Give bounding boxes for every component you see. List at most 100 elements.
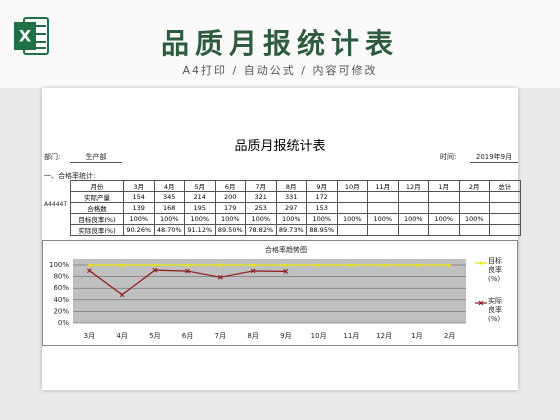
- header-cell: 9月: [306, 180, 338, 192]
- cell: [397, 191, 429, 203]
- cell: 297: [275, 202, 307, 214]
- cell: 153: [306, 202, 338, 214]
- y-tick-label: 60%: [53, 284, 69, 292]
- header-bg: [0, 0, 560, 88]
- header-cell: 2月: [458, 180, 490, 192]
- table-row: 实际产量 154 345 214 200 321 331 172: [70, 191, 521, 203]
- cell: 100%: [214, 213, 246, 225]
- cell: 100%: [123, 213, 155, 225]
- legend-entry: 目标良率(%): [488, 257, 502, 283]
- point: [218, 274, 223, 280]
- cell: [367, 224, 399, 236]
- x-tick-label: 7月: [215, 332, 226, 340]
- y-tick-label: 20%: [53, 307, 69, 315]
- point: [478, 300, 484, 306]
- cell: 78.82%: [245, 224, 277, 236]
- cell: 168: [153, 202, 185, 214]
- legend-entry: 实际良率(%): [488, 297, 502, 323]
- point: [251, 263, 256, 267]
- plot-area: [73, 259, 466, 323]
- y-tick-label: 0%: [58, 319, 69, 327]
- table-row: 目标良率(%) 100% 100% 100% 100% 100% 100% 100% 100% 1…: [70, 213, 521, 225]
- y-tick-label: 100%: [49, 261, 69, 269]
- point: [283, 263, 288, 267]
- cell: 89.73%: [275, 224, 307, 236]
- row-label: 实际良率(%): [70, 224, 124, 236]
- cell: 331: [275, 191, 307, 203]
- cell: 154: [123, 191, 155, 203]
- x-tick-label: 3月: [84, 332, 95, 340]
- cell: [336, 191, 368, 203]
- header-cell: 总计: [489, 180, 521, 192]
- cell: [428, 224, 460, 236]
- point: [382, 263, 387, 267]
- y-tick-label: 40%: [53, 296, 69, 304]
- point: [185, 268, 190, 274]
- x-tick-label: 1月: [411, 332, 422, 340]
- cell: [489, 213, 521, 225]
- header-cell: 12月: [397, 180, 429, 192]
- cell: [489, 202, 521, 214]
- chart: 合格率趋势图 0% 20% 40% 60% 80% 100% 3月 4月 5月 6月 7月 8月 9月 1…: [42, 240, 518, 346]
- header-cell: 10月: [336, 180, 368, 192]
- cell: 253: [245, 202, 277, 214]
- cell: 100%: [184, 213, 216, 225]
- cell: [458, 224, 490, 236]
- x-tick-label: 4月: [116, 332, 127, 340]
- cell: 100%: [397, 213, 429, 225]
- side-label: A4444T: [44, 201, 68, 208]
- cell: [367, 191, 399, 203]
- cell: [489, 224, 521, 236]
- x-tick-label: 6月: [182, 332, 193, 340]
- cell: 100%: [428, 213, 460, 225]
- cell: [336, 224, 368, 236]
- y-tick-label: 80%: [53, 273, 69, 281]
- cell: 172: [306, 191, 338, 203]
- cell: [458, 202, 490, 214]
- excel-icon: X: [14, 17, 49, 55]
- table-row: 月份 3月 4月 5月 6月 7月 8月 9月 10月 11月 12月 1月 2月 总计: [70, 180, 521, 192]
- section-label: 一、合格率统计:: [44, 172, 96, 180]
- cell: 88.95%: [306, 224, 338, 236]
- header-cell: 3月: [123, 180, 155, 192]
- point: [447, 263, 452, 267]
- header-cell: 6月: [214, 180, 246, 192]
- cell: 89.50%: [214, 224, 246, 236]
- cell: [428, 202, 460, 214]
- cell: [489, 191, 521, 203]
- x-tick-label: 11月: [343, 332, 359, 340]
- page-subtitle: A4打印 / 自动公式 / 内容可修改: [182, 64, 378, 77]
- cell: 100%: [153, 213, 185, 225]
- cell: [367, 202, 399, 214]
- point: [414, 263, 419, 267]
- time-label: 时间:: [440, 153, 457, 161]
- point: [152, 267, 158, 273]
- row-label: 实际产量: [70, 191, 124, 203]
- x-tick-label: 5月: [149, 332, 160, 340]
- cell: 91.12%: [184, 224, 216, 236]
- x-tick-label: 12月: [376, 332, 392, 340]
- point: [218, 263, 223, 267]
- cell: 90.26%: [123, 224, 155, 236]
- x-tick-label: 2月: [444, 332, 455, 340]
- cell: [458, 191, 490, 203]
- row-label: 合格数: [70, 202, 124, 214]
- cell: 100%: [336, 213, 368, 225]
- dept: 生产部: [70, 152, 122, 163]
- header-cell: 7月: [245, 180, 277, 192]
- header-cell: 5月: [184, 180, 216, 192]
- cell: 48.70%: [153, 224, 185, 236]
- point: [87, 268, 92, 274]
- cell: 200: [214, 191, 246, 203]
- header-cell: 8月: [275, 180, 307, 192]
- cell: 100%: [458, 213, 490, 225]
- cell: 100%: [275, 213, 307, 225]
- cell: [336, 202, 368, 214]
- svg-text:X: X: [19, 27, 32, 46]
- page-title: 品质月报统计表: [160, 27, 399, 60]
- cell: 345: [153, 191, 185, 203]
- time: 2019年9月: [470, 152, 518, 163]
- x-tick-label: 9月: [280, 332, 291, 340]
- cell: 321: [245, 191, 277, 203]
